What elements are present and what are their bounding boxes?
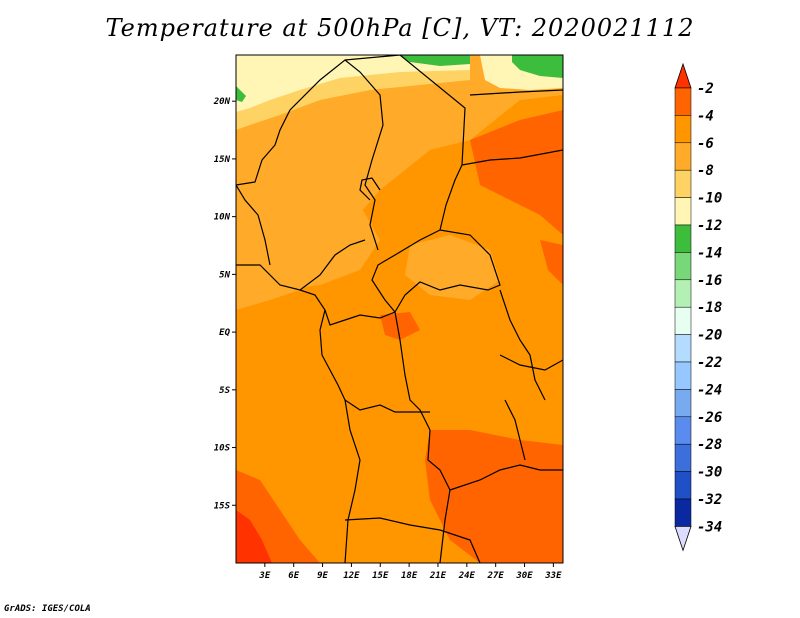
lat-tick-label: 5N	[219, 270, 230, 280]
colorbar-label: -4	[697, 108, 714, 124]
lon-tick-label: 21E	[429, 571, 447, 581]
colorbar-swatch	[674, 389, 692, 418]
chart-title: Temperature at 500hPa [C], VT: 202002111…	[105, 14, 695, 42]
lon-tick-label: 33E	[544, 571, 562, 581]
lat-tick-label: 10S	[214, 444, 231, 454]
colorbar-top-arrow	[674, 62, 692, 89]
credit-label: GrADS: IGES/COLA	[4, 604, 91, 614]
colorbar-label: -30	[697, 465, 722, 481]
longitude-axis: 3E 6E 9E 12E 15E 18E 21E 24E 27E 30E 33E	[258, 563, 562, 581]
colorbar-label: -22	[697, 355, 722, 371]
colorbar-label: -16	[697, 273, 722, 289]
lat-tick-label: 15N	[214, 155, 231, 165]
colorbar-swatch	[674, 334, 692, 363]
lat-tick-label: 10N	[214, 213, 231, 223]
colorbar-swatch	[674, 443, 692, 472]
latitude-axis: 20N 15N 10N 5N EQ 5S 10S 15S	[213, 97, 236, 511]
colorbar-label: -12	[697, 218, 722, 234]
colorbar-bottom-arrow	[674, 526, 692, 552]
colorbar: -2 -4 -6 -8 -10 -12 -14 -16 -18 -20 -22 -24 -26 -28 -3…	[674, 62, 722, 552]
colorbar-swatch	[674, 169, 692, 198]
colorbar-label: -14	[697, 245, 722, 261]
lon-tick-label: 6E	[288, 571, 299, 581]
colorbar-label: -8	[697, 163, 714, 179]
colorbar-label: -34	[697, 519, 722, 535]
colorbar-label: -26	[697, 410, 722, 426]
lon-tick-label: 27E	[487, 571, 505, 581]
country-borders	[236, 55, 563, 563]
colorbar-swatch	[674, 224, 692, 253]
colorbar-swatch	[674, 471, 692, 500]
colorbar-swatch	[674, 142, 692, 171]
colorbar-swatch	[674, 416, 692, 445]
colorbar-label: -6	[697, 136, 714, 152]
colorbar-label: -18	[697, 300, 722, 316]
lon-tick-label: 18E	[401, 571, 418, 581]
lat-tick-label: 15S	[214, 501, 231, 511]
lon-tick-label: 12E	[343, 571, 360, 581]
colorbar-swatch	[674, 252, 692, 281]
colorbar-label: -2	[697, 81, 714, 97]
colorbar-label: -24	[697, 382, 722, 398]
colorbar-swatch	[674, 197, 692, 226]
lon-tick-label: 30E	[515, 571, 533, 581]
colorbar-swatch	[674, 498, 692, 527]
colorbar-label: -10	[697, 191, 722, 207]
lon-tick-label: 15E	[372, 571, 389, 581]
lat-tick-label: 5S	[219, 386, 230, 396]
lon-tick-label: 9E	[317, 571, 328, 581]
colorbar-swatch	[674, 361, 692, 390]
lon-tick-label: 24E	[458, 571, 476, 581]
colorbar-swatch	[674, 306, 692, 335]
colorbar-label: -28	[697, 437, 722, 453]
colorbar-label: -32	[697, 492, 722, 508]
colorbar-swatch	[674, 279, 692, 308]
colorbar-swatch	[674, 115, 692, 144]
temperature-field	[236, 55, 563, 563]
lon-tick-label: 3E	[258, 571, 270, 581]
lat-tick-label: 20N	[213, 97, 231, 107]
colorbar-label: -20	[697, 328, 722, 344]
colorbar-swatch	[674, 87, 692, 116]
lat-tick-label: EQ	[219, 328, 230, 338]
map-frame	[235, 54, 564, 564]
